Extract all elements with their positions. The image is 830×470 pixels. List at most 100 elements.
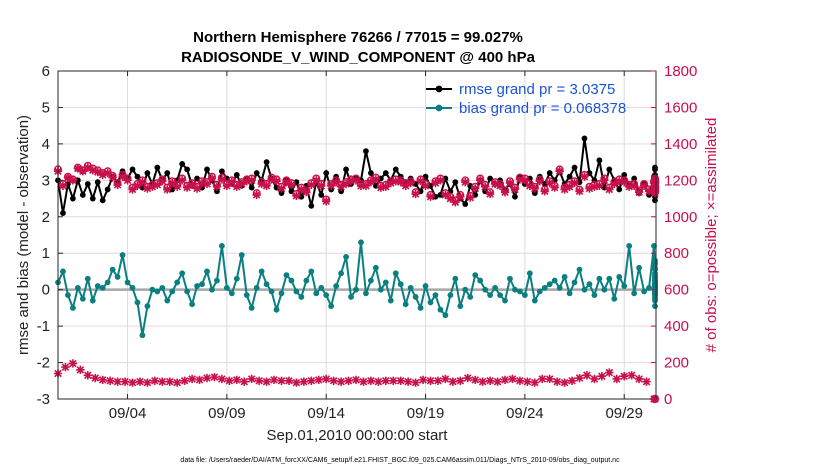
data-point <box>318 284 325 291</box>
obs-assimilated-point <box>192 184 202 193</box>
obs-assimilated-point <box>612 374 621 384</box>
obs-assimilated-point <box>150 376 160 385</box>
x-tick-label: 09/19 <box>407 405 445 422</box>
obs-assimilated-point <box>195 375 204 385</box>
obs-assimilated-point <box>113 180 122 190</box>
obs-assimilated-point <box>252 190 261 200</box>
data-point <box>526 270 533 277</box>
obs-assimilated-point <box>91 373 100 383</box>
obs-assimilated-point <box>143 378 152 387</box>
y-tick-label: 2 <box>42 209 50 226</box>
data-point <box>551 277 558 284</box>
obs-assimilated-point <box>269 375 279 385</box>
obs-assimilated-point <box>297 185 306 194</box>
data-point <box>462 286 469 293</box>
data-point <box>497 292 503 299</box>
data-point <box>452 179 459 186</box>
obs-assimilated-point <box>210 372 219 382</box>
obs-assimilated-point <box>180 376 189 385</box>
data-point <box>482 286 489 293</box>
obs-assimilated-point <box>565 182 574 191</box>
obs-assimilated-point <box>650 186 660 195</box>
obs-assimilated-point <box>182 183 192 192</box>
data-point <box>129 166 136 173</box>
obs-assimilated-point <box>515 175 525 184</box>
obs-assimilated-point <box>639 181 649 190</box>
obs-assimilated-point <box>123 176 132 185</box>
obs-assimilated-point <box>317 181 326 190</box>
y-tick-label: -2 <box>37 355 50 372</box>
obs-assimilated-point <box>535 177 544 186</box>
data-point <box>214 277 220 284</box>
data-point <box>591 292 598 299</box>
obs-assimilated-point <box>495 181 505 190</box>
data-point <box>531 297 538 304</box>
obs-assimilated-point <box>307 180 316 190</box>
data-point <box>606 275 613 282</box>
data-point <box>278 290 285 297</box>
obs-assimilated-point <box>163 185 172 194</box>
y-tick-label-right: 1800 <box>664 63 697 80</box>
y-tick-label: 6 <box>42 63 50 80</box>
obs-assimilated-point <box>600 176 609 185</box>
obs-assimilated-point <box>500 375 510 385</box>
data-point <box>139 332 146 339</box>
obs-assimilated-point <box>83 163 92 172</box>
obs-assimilated-point <box>262 377 271 386</box>
data-point <box>119 252 126 258</box>
obs-assimilated-point <box>625 182 634 191</box>
plot-frame <box>57 70 657 400</box>
data-point <box>646 284 652 291</box>
obs-assimilated-point <box>61 362 70 372</box>
obs-assimilated-point <box>103 168 112 178</box>
y-tick-label: -1 <box>37 318 50 335</box>
y-tick-label: 4 <box>42 136 50 153</box>
data-point <box>278 190 285 196</box>
data-point <box>109 266 116 273</box>
data-point <box>601 286 608 293</box>
obs-assimilated-point <box>463 373 472 383</box>
data-point <box>636 264 643 271</box>
obs-assimilated-point <box>327 181 336 190</box>
data-point <box>462 201 469 207</box>
data-point <box>427 299 434 306</box>
data-point <box>507 275 513 282</box>
data-point <box>457 303 464 309</box>
obs-assimilated-point <box>93 167 102 177</box>
obs-assimilated-point <box>634 374 644 384</box>
data-point <box>199 281 205 288</box>
data-point <box>179 270 186 277</box>
obs-assimilated-point <box>73 164 83 173</box>
data-point <box>363 290 369 297</box>
obs-assimilated-point <box>545 374 554 384</box>
obs-assimilated-point <box>418 375 428 385</box>
obs-assimilated-point <box>615 177 624 186</box>
data-point <box>566 290 573 297</box>
data-point <box>209 286 215 293</box>
data-point <box>219 168 225 175</box>
data-point <box>60 268 66 275</box>
data-point <box>452 275 459 282</box>
obs-assimilated-point <box>237 179 246 189</box>
footnote: data file: /Users/raeder/DAI/ATM_forcXX/… <box>180 457 620 464</box>
obs-assimilated-point <box>538 374 547 384</box>
x-tick-label: 09/24 <box>506 405 544 422</box>
obs-assimilated-point <box>336 182 346 191</box>
data-point <box>184 288 191 295</box>
data-point <box>531 190 538 196</box>
data-point <box>616 186 623 193</box>
obs-assimilated-point <box>217 374 227 384</box>
data-point <box>318 192 325 198</box>
obs-assimilated-point <box>560 185 569 194</box>
data-point <box>84 181 91 187</box>
obs-assimilated-point <box>307 376 316 385</box>
data-point <box>248 304 255 311</box>
obs-assimilated-point <box>232 182 241 191</box>
data-point <box>561 274 568 280</box>
data-point <box>253 170 260 176</box>
data-point <box>258 268 265 275</box>
data-point <box>338 270 345 277</box>
y-tick-label-right: 400 <box>664 318 689 335</box>
obs-assimilated-point <box>356 181 366 190</box>
data-point <box>651 243 657 249</box>
